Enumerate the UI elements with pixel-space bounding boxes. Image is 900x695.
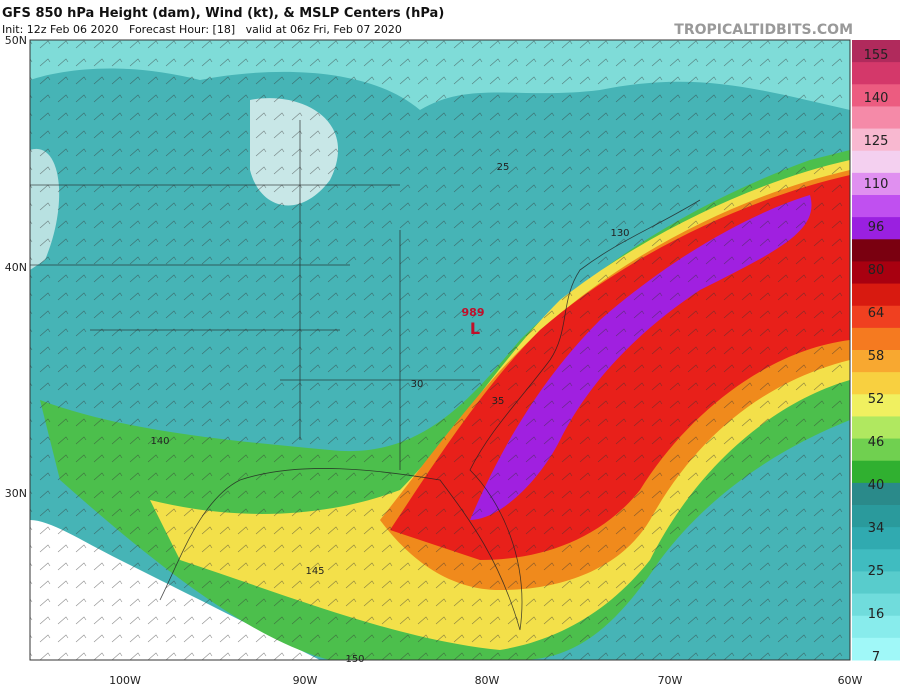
colorbar-segment <box>852 637 900 661</box>
colorbar-segment <box>852 571 900 595</box>
colorbar-label: 40 <box>868 478 885 493</box>
colorbar-segment <box>852 615 900 639</box>
colorbar-segment <box>852 350 900 373</box>
colorbar-label: 46 <box>868 435 885 450</box>
latitude-label: 40N <box>5 261 27 274</box>
colorbar-label: 7 <box>872 650 880 665</box>
contour-label: 35 <box>492 396 505 407</box>
low-pressure-symbol: L <box>470 319 480 338</box>
contour-label: 150 <box>345 654 364 665</box>
colorbar-segment <box>852 283 900 307</box>
wind-barbs <box>30 40 850 660</box>
colorbar-segment <box>852 416 900 440</box>
contour-label: 145 <box>305 566 324 577</box>
colorbar-label: 52 <box>868 392 885 407</box>
colorbar-label: 96 <box>868 220 885 235</box>
map-frame <box>29 39 851 661</box>
contour-label: 30 <box>411 379 424 390</box>
colorbar-segment <box>852 482 900 506</box>
colorbar-segment <box>852 106 900 130</box>
colorbar-segment <box>852 84 900 107</box>
colorbar-segment <box>852 527 900 550</box>
colorbar-segment <box>852 62 900 85</box>
colorbar-segment <box>852 505 900 528</box>
colorbar-segment <box>852 40 900 63</box>
colorbar-label: 64 <box>868 306 885 321</box>
longitude-label: 100W <box>109 674 141 687</box>
contour-label: 140 <box>150 436 169 447</box>
latitude-label: 30N <box>5 487 27 500</box>
colorbar-segment <box>852 372 900 395</box>
colorbar: 155 140 125 110 96 80 64 58 52 46 40 34 25 16 7 <box>852 40 900 665</box>
map-title: GFS 850 hPa Height (dam), Wind (kt), & M… <box>2 6 444 21</box>
colorbar-label: 16 <box>868 607 885 622</box>
watermark: TROPICALTIDBITS.COM <box>674 22 853 38</box>
colorbar-segment <box>852 327 900 351</box>
contour-label: 25 <box>497 162 510 173</box>
colorbar-segment <box>852 593 900 617</box>
contour-labels: 25 130 30 35 140 145 150 <box>150 162 629 665</box>
colorbar-segment <box>852 394 900 417</box>
colorbar-segment <box>852 261 900 285</box>
colorbar-segment <box>852 128 900 152</box>
colorbar-segment <box>852 217 900 240</box>
longitude-label: 90W <box>293 674 318 687</box>
colorbar-segment <box>852 239 900 262</box>
longitude-label: 60W <box>838 674 863 687</box>
low-pressure-value: 989 <box>462 306 485 319</box>
colorbar-segment <box>852 172 900 196</box>
colorbar-label: 34 <box>868 521 885 536</box>
colorbar-segment <box>852 438 900 462</box>
latitude-labels: 50N 40N 30N <box>5 34 27 500</box>
colorbar-label: 110 <box>864 177 889 192</box>
colorbar-label: 58 <box>868 349 885 364</box>
coastlines <box>30 120 701 631</box>
colorbar-segment <box>852 305 900 329</box>
map-field <box>30 40 850 660</box>
colorbar-segment <box>852 549 900 572</box>
colorbar-label: 140 <box>864 91 889 106</box>
latitude-label: 50N <box>5 34 27 47</box>
colorbar-label: 155 <box>864 48 889 63</box>
longitude-label: 80W <box>475 674 500 687</box>
colorbar-label: 80 <box>868 263 885 278</box>
longitude-label: 70W <box>658 674 683 687</box>
colorbar-segment <box>852 150 900 174</box>
colorbar-segment <box>852 460 900 484</box>
longitude-labels: 100W 90W 80W 70W 60W <box>109 674 862 687</box>
map-subtitle: Init: 12z Feb 06 2020 Forecast Hour: [18… <box>2 23 402 36</box>
colorbar-label: 25 <box>868 564 885 579</box>
colorbar-segment <box>852 195 900 218</box>
contour-label: 130 <box>610 228 629 239</box>
colorbar-label: 125 <box>864 134 889 149</box>
